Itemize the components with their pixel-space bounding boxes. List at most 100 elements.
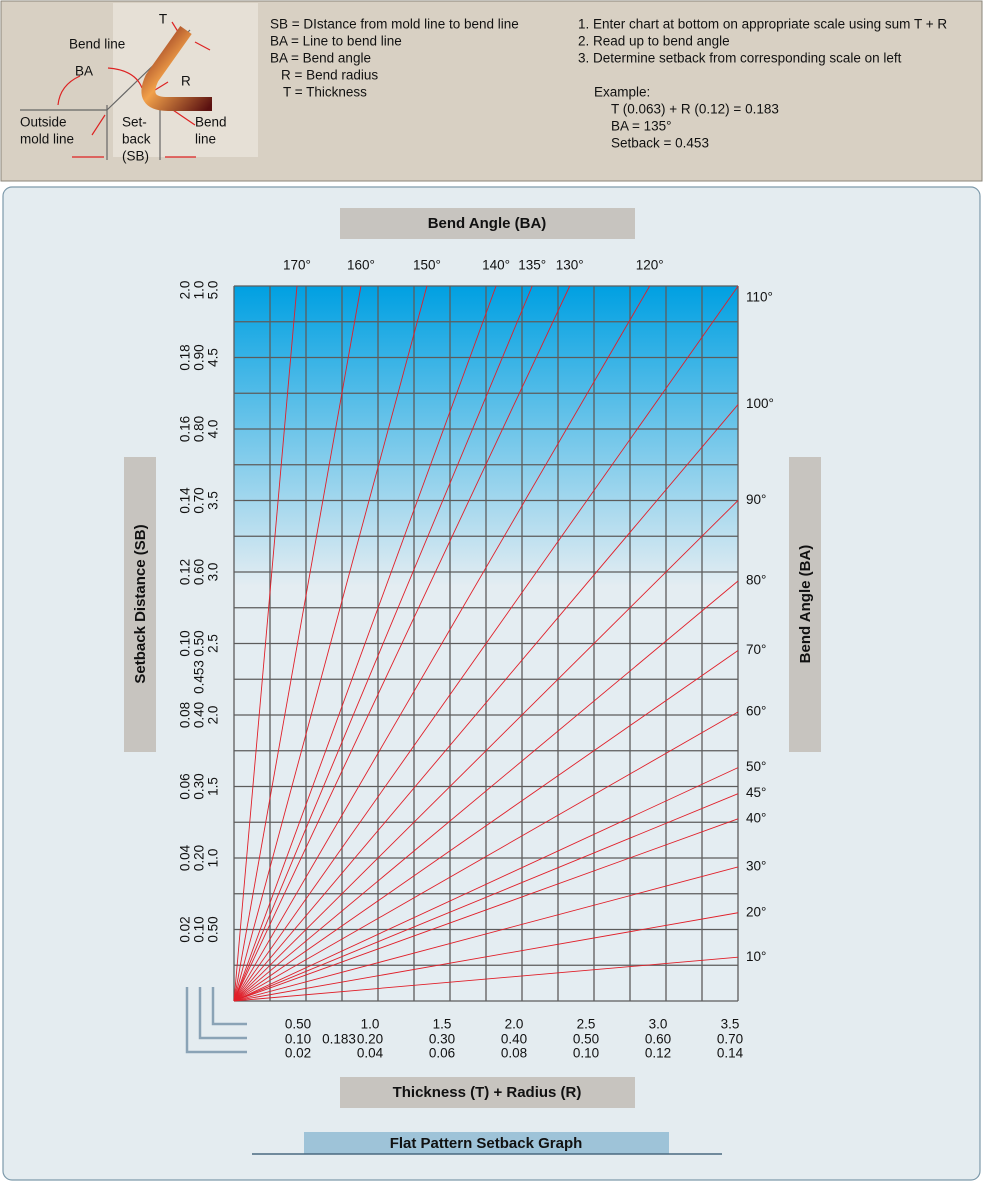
- y-scale-label: 1.5: [206, 777, 221, 796]
- angle-line: [233, 500, 739, 1002]
- angle-line: [233, 650, 739, 1002]
- angle-label: 70°: [746, 642, 766, 657]
- top-title: Bend Angle (BA): [428, 215, 547, 232]
- caption: Flat Pattern Setback Graph: [390, 1135, 583, 1152]
- y-scale-label: 0.08: [178, 702, 193, 728]
- example-x-label: 0.183: [322, 1032, 356, 1047]
- x-scale-label: 2.5: [577, 1017, 596, 1032]
- x-scale-label: 0.02: [285, 1046, 311, 1061]
- y-scale-label: 0.02: [178, 916, 193, 942]
- angle-label: 150°: [413, 258, 441, 273]
- legend-line: BA = Bend angle: [270, 51, 371, 66]
- x-scale-label: 0.70: [717, 1032, 743, 1047]
- y-scale-label: 0.14: [178, 487, 193, 514]
- angle-label: 90°: [746, 492, 766, 507]
- bent-sheet: [141, 25, 212, 111]
- y-scale-label: 1.0: [192, 281, 207, 300]
- angle-line: [233, 580, 739, 1002]
- example-line: T (0.063) + R (0.12) = 0.183: [611, 102, 779, 117]
- x-scale-label: 1.0: [361, 1017, 380, 1032]
- y-scale-label: 3.5: [206, 491, 221, 510]
- scale-brackets: [185, 987, 247, 1054]
- angle-label: 130°: [556, 258, 584, 273]
- angle-label: 40°: [746, 810, 766, 825]
- x-scale-label: 0.12: [645, 1046, 671, 1061]
- x-scale-label: 0.30: [429, 1032, 455, 1047]
- title-box: [340, 208, 635, 239]
- angle-label: 110°: [746, 290, 773, 305]
- angle-label: 10°: [746, 949, 766, 964]
- angle-label: 160°: [347, 258, 375, 273]
- angle-line: [233, 285, 571, 1002]
- scale-labels: 170° 160° 150° 140° 135° 130° 120° 110° 100° 90° 8…: [178, 258, 774, 1061]
- diagram-label: Set-: [122, 115, 147, 130]
- y-scale-label: 2.0: [178, 281, 193, 300]
- x-scale-label: 0.10: [285, 1032, 311, 1047]
- angle-label: 170°: [283, 258, 311, 273]
- right-title-box: [789, 457, 821, 752]
- x-scale-label: 1.5: [433, 1017, 452, 1032]
- angle-label: 60°: [746, 704, 766, 719]
- x-title-box: [340, 1077, 635, 1108]
- angle-line: [233, 285, 497, 1002]
- diagram-label: R: [181, 74, 191, 89]
- y-scale-label: 0.06: [178, 773, 193, 799]
- example-line: BA = 135°: [611, 119, 672, 134]
- x-scale-label: 0.50: [285, 1017, 311, 1032]
- y-scale-label: 2.0: [206, 706, 221, 725]
- instruction: 1. Enter chart at bottom on appropriate …: [578, 17, 947, 32]
- y-scale-label: 2.5: [206, 634, 221, 653]
- angle-line: [233, 404, 739, 1002]
- x-scale-label: 0.10: [573, 1046, 599, 1061]
- diagram-label: back: [122, 132, 151, 147]
- angle-label: 120°: [636, 258, 664, 273]
- x-scale-label: 0.08: [501, 1046, 527, 1061]
- angle-label: 140°: [482, 258, 510, 273]
- angle-label: 30°: [746, 858, 766, 873]
- diagram-label: Bend line: [69, 37, 125, 52]
- angle-label: 135°: [518, 258, 546, 273]
- diagram-label: line: [195, 132, 216, 147]
- angle-line: [233, 285, 739, 1002]
- x-scale-label: 0.50: [573, 1032, 599, 1047]
- angle-line: [233, 711, 739, 1002]
- angle-label: 50°: [746, 759, 766, 774]
- x-scale-label: 0.04: [357, 1046, 384, 1061]
- y-axis-title: Setback Distance (SB): [132, 524, 149, 683]
- y-scale-label: 0.40: [192, 702, 207, 728]
- diagram-label: mold line: [20, 132, 74, 147]
- angle-line: [233, 912, 739, 1002]
- angle-lines: [233, 285, 739, 1002]
- y-scale-label: 0.50: [206, 916, 221, 942]
- x-scale-label: 3.0: [649, 1017, 668, 1032]
- angle-line: [233, 767, 739, 1002]
- angle-line: [233, 866, 739, 1002]
- angle-line: [233, 793, 739, 1002]
- angle-label: 45°: [746, 785, 766, 800]
- y-title-box: [124, 457, 156, 752]
- y-scale-label: 0.16: [178, 416, 193, 442]
- angle-line: [233, 956, 739, 1002]
- x-scale-label: 0.60: [645, 1032, 671, 1047]
- diagram-label: Outside: [20, 115, 67, 130]
- x-scale-label: 0.06: [429, 1046, 455, 1061]
- y-scale-label: 0.30: [192, 773, 207, 799]
- y-scale-label: 0.10: [178, 630, 193, 656]
- y-scale-label: 0.70: [192, 487, 207, 513]
- x-scale-label: 0.14: [717, 1046, 744, 1061]
- y-scale-label: 0.10: [192, 916, 207, 942]
- example-y-label: 0.453: [192, 660, 207, 694]
- y-scale-label: 5.0: [206, 281, 221, 300]
- diagram-label: Bend: [195, 115, 227, 130]
- x-axis-title: Thickness (T) + Radius (R): [393, 1084, 582, 1101]
- angle-line: [233, 285, 428, 1002]
- caption-box: [304, 1132, 669, 1154]
- angle-line: [233, 285, 651, 1002]
- angle-label: 80°: [746, 573, 766, 588]
- y-scale-label: 4.5: [206, 348, 221, 367]
- legend-line: T = Thickness: [283, 85, 367, 100]
- x-scale-label: 3.5: [721, 1017, 740, 1032]
- angle-line: [233, 285, 533, 1002]
- diagram-label: T: [159, 12, 167, 27]
